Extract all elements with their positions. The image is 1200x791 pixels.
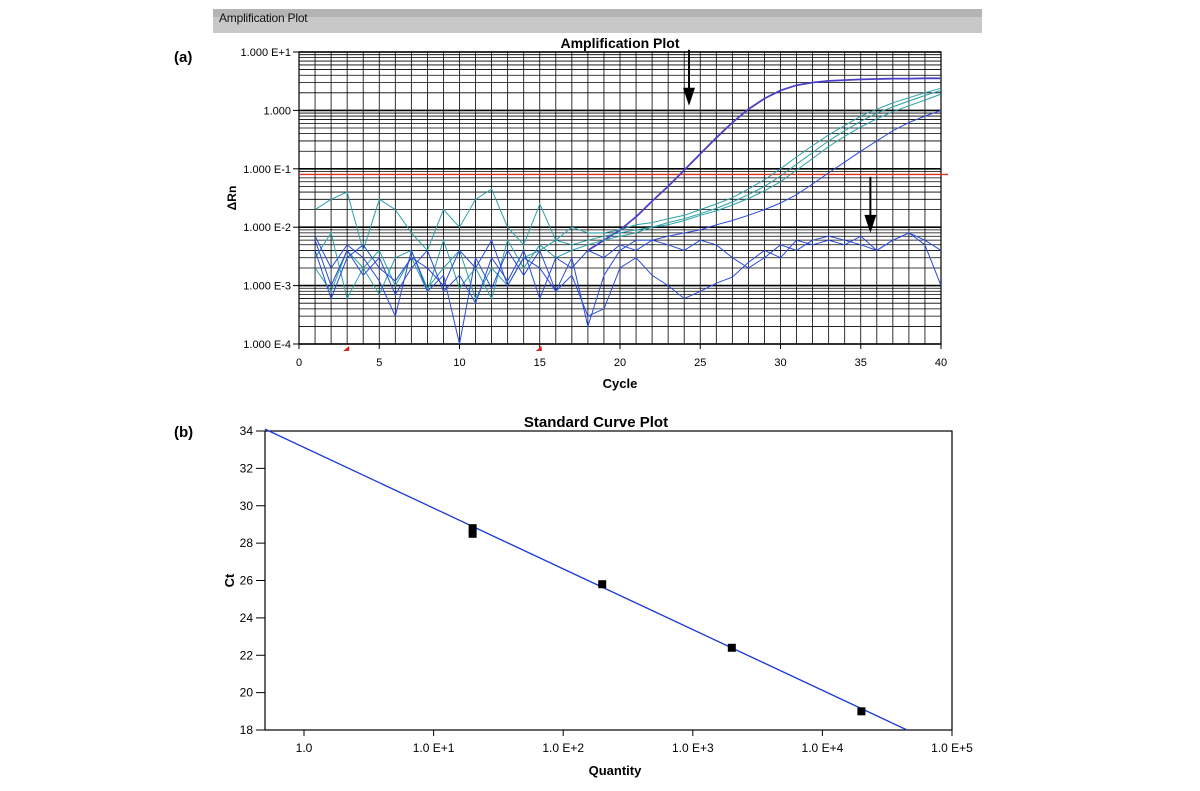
std-y-tick-label: 22 <box>240 648 254 662</box>
amp-x-tick-label: 40 <box>935 357 947 369</box>
std-y-tick-label: 18 <box>240 723 254 737</box>
std-y-tick-label: 30 <box>240 499 254 513</box>
std-x-tick-label: 1.0 E+1 <box>413 741 455 755</box>
amp-series-line-2 <box>314 87 942 253</box>
annotation-arrow-head-1 <box>683 87 696 106</box>
amp-series-line-6 <box>314 232 942 317</box>
std-data-point-5 <box>857 707 866 716</box>
amp-y-axis-label: ΔRn <box>225 186 239 211</box>
std-y-axis-label: Ct <box>222 573 237 587</box>
std-y-tick-label: 26 <box>240 574 254 588</box>
std-title: Standard Curve Plot <box>524 414 668 431</box>
panel-label-a: (a) <box>174 49 193 66</box>
amp-x-tick-label: 25 <box>694 357 706 369</box>
amp-x-tick-label: 10 <box>453 357 465 369</box>
amp-x-tick-label: 20 <box>614 357 626 369</box>
std-x-axis-label: Quantity <box>589 763 642 778</box>
amp-series-line-1 <box>587 77 941 252</box>
amplification-plot: Amplification Plot 1.000 E+1 1.000 1.000 E-… <box>225 35 948 391</box>
amp-x-tick-label: 30 <box>774 357 786 369</box>
std-data-point-3 <box>598 580 607 589</box>
std-x-tick-label: 1.0 <box>296 741 313 755</box>
amp-start-marker <box>535 346 542 351</box>
amp-y-tick-label: 1.000 E-4 <box>243 339 291 351</box>
amp-y-tick-label: 1.000 E-3 <box>243 281 291 293</box>
annotation-arrow-head-2 <box>864 214 877 233</box>
amp-start-marker <box>343 346 350 351</box>
window-title-bar: Amplification Plot <box>213 9 982 33</box>
std-fit-line <box>264 428 908 731</box>
amp-series-line-5 <box>314 109 942 345</box>
std-x-tick-label: 1.0 E+2 <box>542 741 584 755</box>
std-plot-frame <box>264 430 953 731</box>
amp-title: Amplification Plot <box>561 35 680 51</box>
amp-y-tick-label: 1.000 <box>263 105 291 117</box>
std-x-tick-label: 1.0 E+5 <box>931 741 973 755</box>
amp-y-tick-label: 1.000 E-1 <box>243 164 291 176</box>
amp-y-tick-label: 1.000 E+1 <box>241 47 291 59</box>
amp-series-line-3 <box>314 89 942 301</box>
std-data-point-1 <box>468 524 477 533</box>
std-data-point-4 <box>727 643 736 652</box>
std-x-tick-label: 1.0 E+3 <box>672 741 714 755</box>
window-title: Amplification Plot <box>219 11 308 25</box>
amp-x-tick-label: 15 <box>534 357 546 369</box>
amp-x-tick-label: 0 <box>296 357 302 369</box>
amp-series-line-4 <box>314 93 942 300</box>
amp-x-tick-label: 5 <box>376 357 382 369</box>
amp-x-tick-label: 35 <box>855 357 867 369</box>
std-y-tick-label: 34 <box>240 424 254 438</box>
title-bar-strip <box>213 9 982 17</box>
std-data-point-2 <box>468 529 477 538</box>
amp-x-axis-label: Cycle <box>603 376 638 391</box>
amp-y-tick-label: 1.000 E-2 <box>243 222 291 234</box>
std-y-tick-label: 24 <box>240 611 254 625</box>
std-y-tick-label: 20 <box>240 686 254 700</box>
std-y-tick-label: 32 <box>240 461 254 475</box>
amp-series-line-7 <box>314 232 942 305</box>
std-x-tick-label: 1.0 E+4 <box>802 741 844 755</box>
standard-curve-plot: Standard Curve Plot 18 20 22 24 26 28 30 32 34 1.0… <box>222 414 973 778</box>
panel-label-b: (b) <box>174 424 194 441</box>
title-bar-strip-lower <box>213 17 982 33</box>
std-y-tick-label: 28 <box>240 536 254 550</box>
